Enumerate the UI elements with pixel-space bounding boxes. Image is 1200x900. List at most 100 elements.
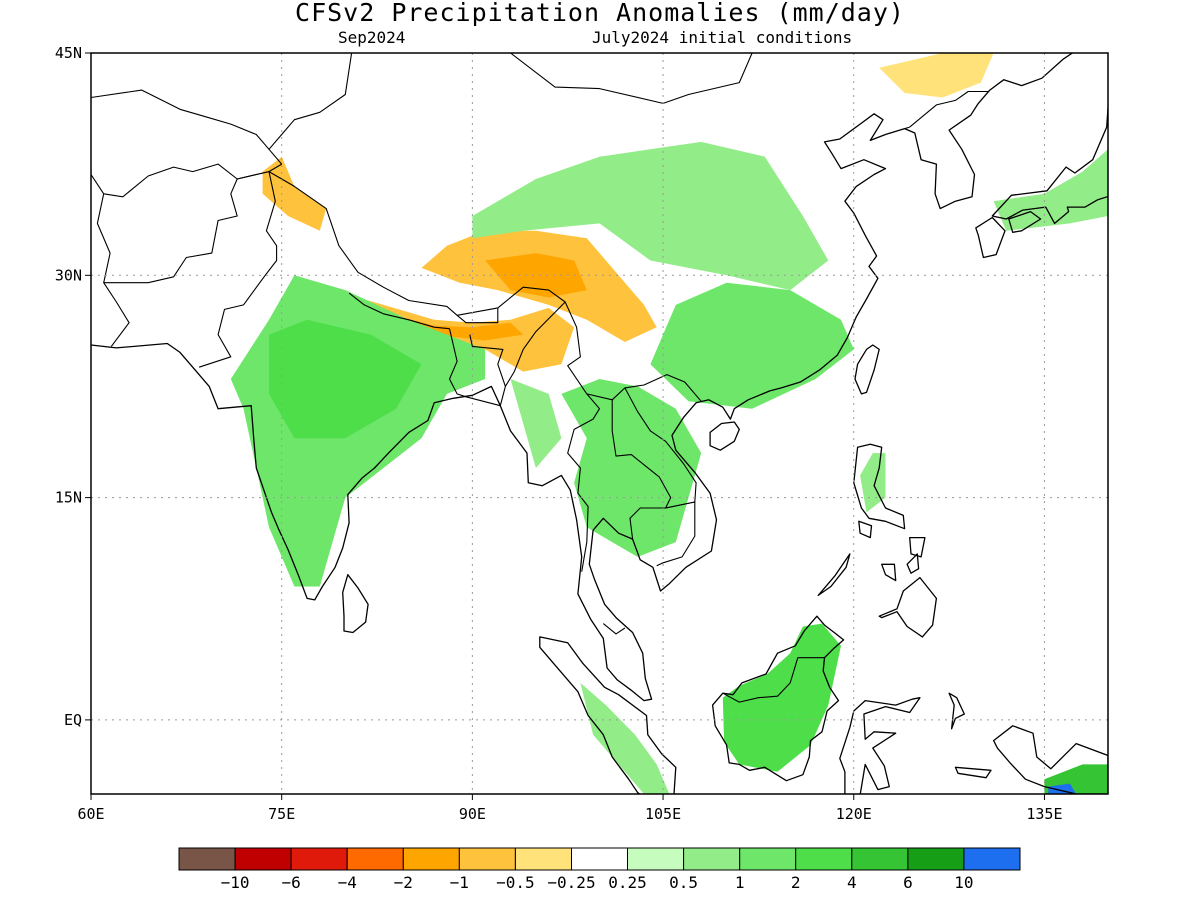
colorbar-label: 4 bbox=[847, 873, 857, 892]
coastline-asia-mainland-coast bbox=[91, 53, 1073, 702]
border-korea bbox=[909, 90, 989, 128]
border-pakistan-india bbox=[198, 171, 278, 368]
border-nepal-south bbox=[348, 292, 450, 330]
coastline-sulawesi bbox=[839, 697, 921, 794]
lon-tick-label: 60E bbox=[77, 805, 104, 823]
coastline-visayas-1 bbox=[881, 563, 897, 582]
border-myanmar-thailand bbox=[567, 393, 601, 572]
colorbar-label: 0.25 bbox=[608, 873, 647, 892]
border-iran-afghanistan bbox=[91, 174, 111, 283]
lon-tick-label: 75E bbox=[268, 805, 295, 823]
anomaly-region-borneo-wet bbox=[722, 623, 841, 772]
lat-tick-label: 15N bbox=[55, 489, 82, 507]
colorbar-swatch bbox=[795, 847, 853, 871]
anomaly-region-new-guinea-blue bbox=[1048, 783, 1077, 794]
anomaly-region-china-south-wet bbox=[650, 282, 854, 409]
anomaly-region-sumatra-wet bbox=[580, 682, 670, 794]
map-title: CFSv2 Precipitation Anomalies (mm/day) bbox=[295, 0, 905, 27]
anomaly-region-kashmir-dry bbox=[262, 156, 327, 231]
colorbar-swatch bbox=[290, 847, 348, 871]
gridline-layer bbox=[91, 53, 1108, 794]
border-borneo bbox=[722, 657, 825, 703]
colorbar-label: −10 bbox=[221, 873, 250, 892]
lon-tick-label: 135E bbox=[1026, 805, 1062, 823]
coastline-new-guinea bbox=[992, 725, 1108, 794]
border-tajik-afghan bbox=[103, 163, 282, 198]
border-myanmar-india bbox=[504, 301, 566, 387]
colorbar-swatch bbox=[402, 847, 460, 871]
colorbar-swatch bbox=[458, 847, 516, 871]
anomaly-region-himalaya-dry-core bbox=[383, 312, 524, 341]
colorbar: −10 −6 −4 −2 −1 −0.5 −0.25 0.25 0.5 1 2 4 6 10 bbox=[178, 847, 1021, 892]
colorbar-swatch bbox=[963, 847, 1021, 871]
colorbar-swatch bbox=[851, 847, 909, 871]
border-central-asia bbox=[91, 53, 353, 150]
coastline-java bbox=[666, 807, 783, 849]
colorbar-swatch bbox=[571, 847, 629, 871]
coastline-hokkaido bbox=[1107, 98, 1108, 106]
colorbar-label: −6 bbox=[281, 873, 300, 892]
colorbar-swatch bbox=[514, 847, 573, 871]
colorbar-label: 0.5 bbox=[669, 873, 698, 892]
lon-tick-label: 120E bbox=[836, 805, 872, 823]
coastline-layer bbox=[91, 53, 1108, 849]
colorbar-label: 10 bbox=[954, 873, 973, 892]
colorbar-label: −0.25 bbox=[547, 873, 595, 892]
colorbar-swatch bbox=[907, 847, 965, 871]
anomaly-region-philippines-wet bbox=[860, 453, 886, 513]
border-mongolia bbox=[508, 53, 756, 104]
colorbar-label: 1 bbox=[735, 873, 745, 892]
coastline-kyushu bbox=[975, 216, 1006, 259]
colorbar-swatch bbox=[627, 847, 685, 871]
anomaly-region-tibet-dry-core bbox=[485, 253, 587, 298]
lat-tick-label: EQ bbox=[64, 711, 82, 729]
plot-frame bbox=[90, 52, 1109, 795]
anomaly-region-korea-dry bbox=[879, 53, 994, 98]
border-pakistan-afghanistan bbox=[103, 171, 270, 347]
anomaly-region-myanmar-wet bbox=[510, 379, 562, 468]
colorbar-swatch bbox=[739, 847, 797, 871]
border-bhutan bbox=[456, 307, 499, 324]
coastline-luzon bbox=[853, 443, 906, 530]
lon-tick-label: 105E bbox=[645, 805, 681, 823]
lat-tick-label: 30N bbox=[55, 266, 82, 284]
coastline-hainan bbox=[709, 421, 740, 451]
initial-conditions: July2024 initial conditions bbox=[592, 28, 853, 47]
colorbar-swatch bbox=[178, 847, 236, 871]
colorbar-swatch bbox=[234, 847, 292, 871]
coastline-mindoro bbox=[858, 520, 873, 539]
coastline-sumatra bbox=[539, 636, 677, 794]
colorbar-label: −0.5 bbox=[496, 873, 535, 892]
colorbar-label: 6 bbox=[903, 873, 913, 892]
anomaly-region-china-north-wet bbox=[472, 141, 829, 291]
colorbar-label: −2 bbox=[394, 873, 413, 892]
coastline-seram bbox=[954, 766, 992, 779]
lat-tick-label: 45N bbox=[55, 44, 82, 62]
anomaly-region-india-wet-core bbox=[269, 319, 422, 439]
axis-label-layer: 45N 30N 15N EQ 60E 75E 90E 105E 120E 135E bbox=[55, 44, 1063, 823]
colorbar-label: 2 bbox=[791, 873, 801, 892]
border-layer bbox=[91, 53, 989, 703]
colorbar-swatch bbox=[346, 847, 404, 871]
coastline-visayas-2 bbox=[906, 553, 920, 574]
border-cambodia bbox=[629, 501, 696, 567]
coastline-visayas-3 bbox=[909, 536, 926, 558]
anomaly-fill-layer bbox=[230, 53, 1108, 794]
coastline-halmahera bbox=[948, 692, 965, 730]
forecast-month: Sep2024 bbox=[338, 28, 406, 47]
coastline-sri-lanka bbox=[342, 574, 369, 634]
anomaly-region-indochina-wet bbox=[561, 379, 702, 557]
border-malaysia-thailand bbox=[602, 623, 626, 635]
border-himalaya bbox=[268, 171, 702, 402]
colorbar-label: −4 bbox=[338, 873, 357, 892]
coastline-taiwan bbox=[854, 344, 880, 395]
coastline-mindanao bbox=[878, 576, 938, 638]
border-china-west bbox=[268, 148, 283, 165]
coastline-honshu bbox=[991, 107, 1108, 225]
colorbar-swatch bbox=[683, 847, 741, 871]
border-china-korea-link bbox=[904, 126, 910, 130]
border-bangladesh bbox=[448, 328, 506, 407]
lon-tick-label: 90E bbox=[459, 805, 486, 823]
colorbar-label: −1 bbox=[450, 873, 469, 892]
